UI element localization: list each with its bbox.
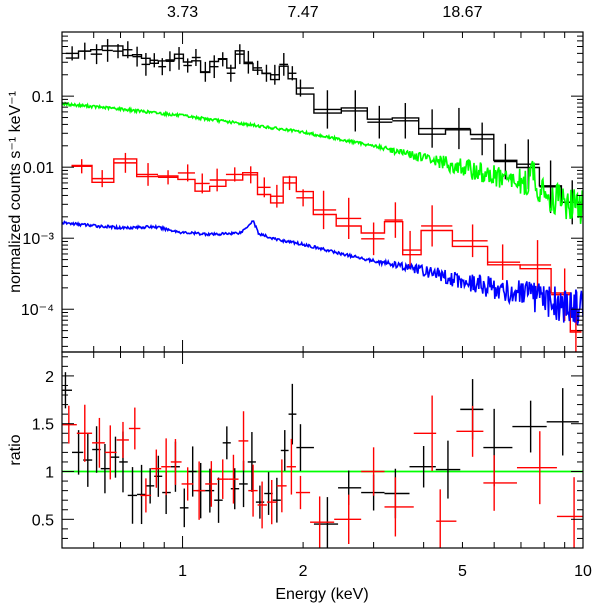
- model-step-0: [65, 45, 583, 203]
- spectrum-curve-2: [62, 101, 583, 224]
- spectrum-y-tick-label-3: 0.1: [32, 89, 54, 106]
- x-axis-label: Energy (keV): [275, 586, 368, 603]
- spectrum-data-layer: [62, 39, 583, 352]
- spectrum-curve-3: [62, 220, 583, 325]
- spectrum-y-tick-label-0: 10⁻⁴: [21, 302, 54, 319]
- ratio-y-tick-label-2: 1.5: [32, 417, 54, 434]
- spectrum-y-axis-label: normalized counts s⁻¹ keV⁻¹: [7, 91, 24, 293]
- spectrum-y-tick-label-1: 10⁻³: [22, 231, 54, 248]
- x-tick-label-2: 2: [299, 563, 308, 580]
- ratio-y-tick-label-0: 0.5: [32, 512, 54, 529]
- ratio-data-layer: [62, 372, 583, 548]
- x-tick-label-10: 10: [574, 563, 592, 580]
- ratio-panel-frame: [61, 351, 584, 549]
- x-tick-label-5: 5: [458, 563, 467, 580]
- x-tick-label-1: 1: [178, 563, 187, 580]
- ratio-y-tick-label-3: 2: [45, 369, 54, 386]
- spectrum-y-tick-label-2: 0.01: [23, 160, 54, 177]
- top-axis-label-0: 3.73: [167, 4, 198, 21]
- top-axis-label-2: 18.67: [442, 4, 482, 21]
- axes-layer: 1 2 5 10 3.73 7.47 18.67 10⁻⁴ 10⁻³ 0.01 0.1 0.5 1 1.5…: [21, 4, 592, 580]
- ratio-y-tick-label-1: 1: [45, 465, 54, 482]
- top-axis-label-1: 7.47: [288, 4, 319, 21]
- ratio-y-axis-label: ratio: [7, 434, 24, 465]
- spectrum-panel-frame: [61, 31, 584, 353]
